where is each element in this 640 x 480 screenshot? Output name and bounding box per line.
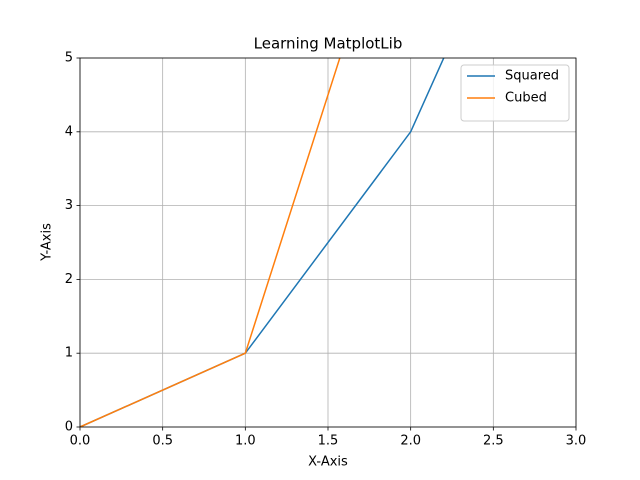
x-tick-label: 1.5 <box>318 434 339 449</box>
chart-title: Learning MatplotLib <box>254 35 403 53</box>
y-tick-label: 3 <box>65 198 73 213</box>
x-tick-label: 0.0 <box>70 434 91 449</box>
x-tick-label: 1.0 <box>235 434 256 449</box>
plot-frame <box>79 57 577 428</box>
y-tick-label: 5 <box>65 51 73 66</box>
legend-label: Cubed <box>505 91 547 106</box>
y-tick-label: 1 <box>65 346 73 361</box>
legend-label: Squared <box>505 69 559 84</box>
y-tick-label: 4 <box>65 124 73 139</box>
plot-lines <box>80 58 445 427</box>
x-tick-label: 2.0 <box>400 434 421 449</box>
x-axis-label: X-Axis <box>308 455 348 470</box>
x-tick-label: 0.5 <box>152 434 173 449</box>
line-series <box>80 58 341 427</box>
y-axis-label: Y-Axis <box>40 223 55 262</box>
y-tick-label: 2 <box>65 272 73 287</box>
x-tick-label: 2.5 <box>483 434 504 449</box>
x-tick-label: 3.0 <box>566 434 587 449</box>
y-tick-label: 0 <box>65 420 73 435</box>
legend-box <box>460 64 570 122</box>
